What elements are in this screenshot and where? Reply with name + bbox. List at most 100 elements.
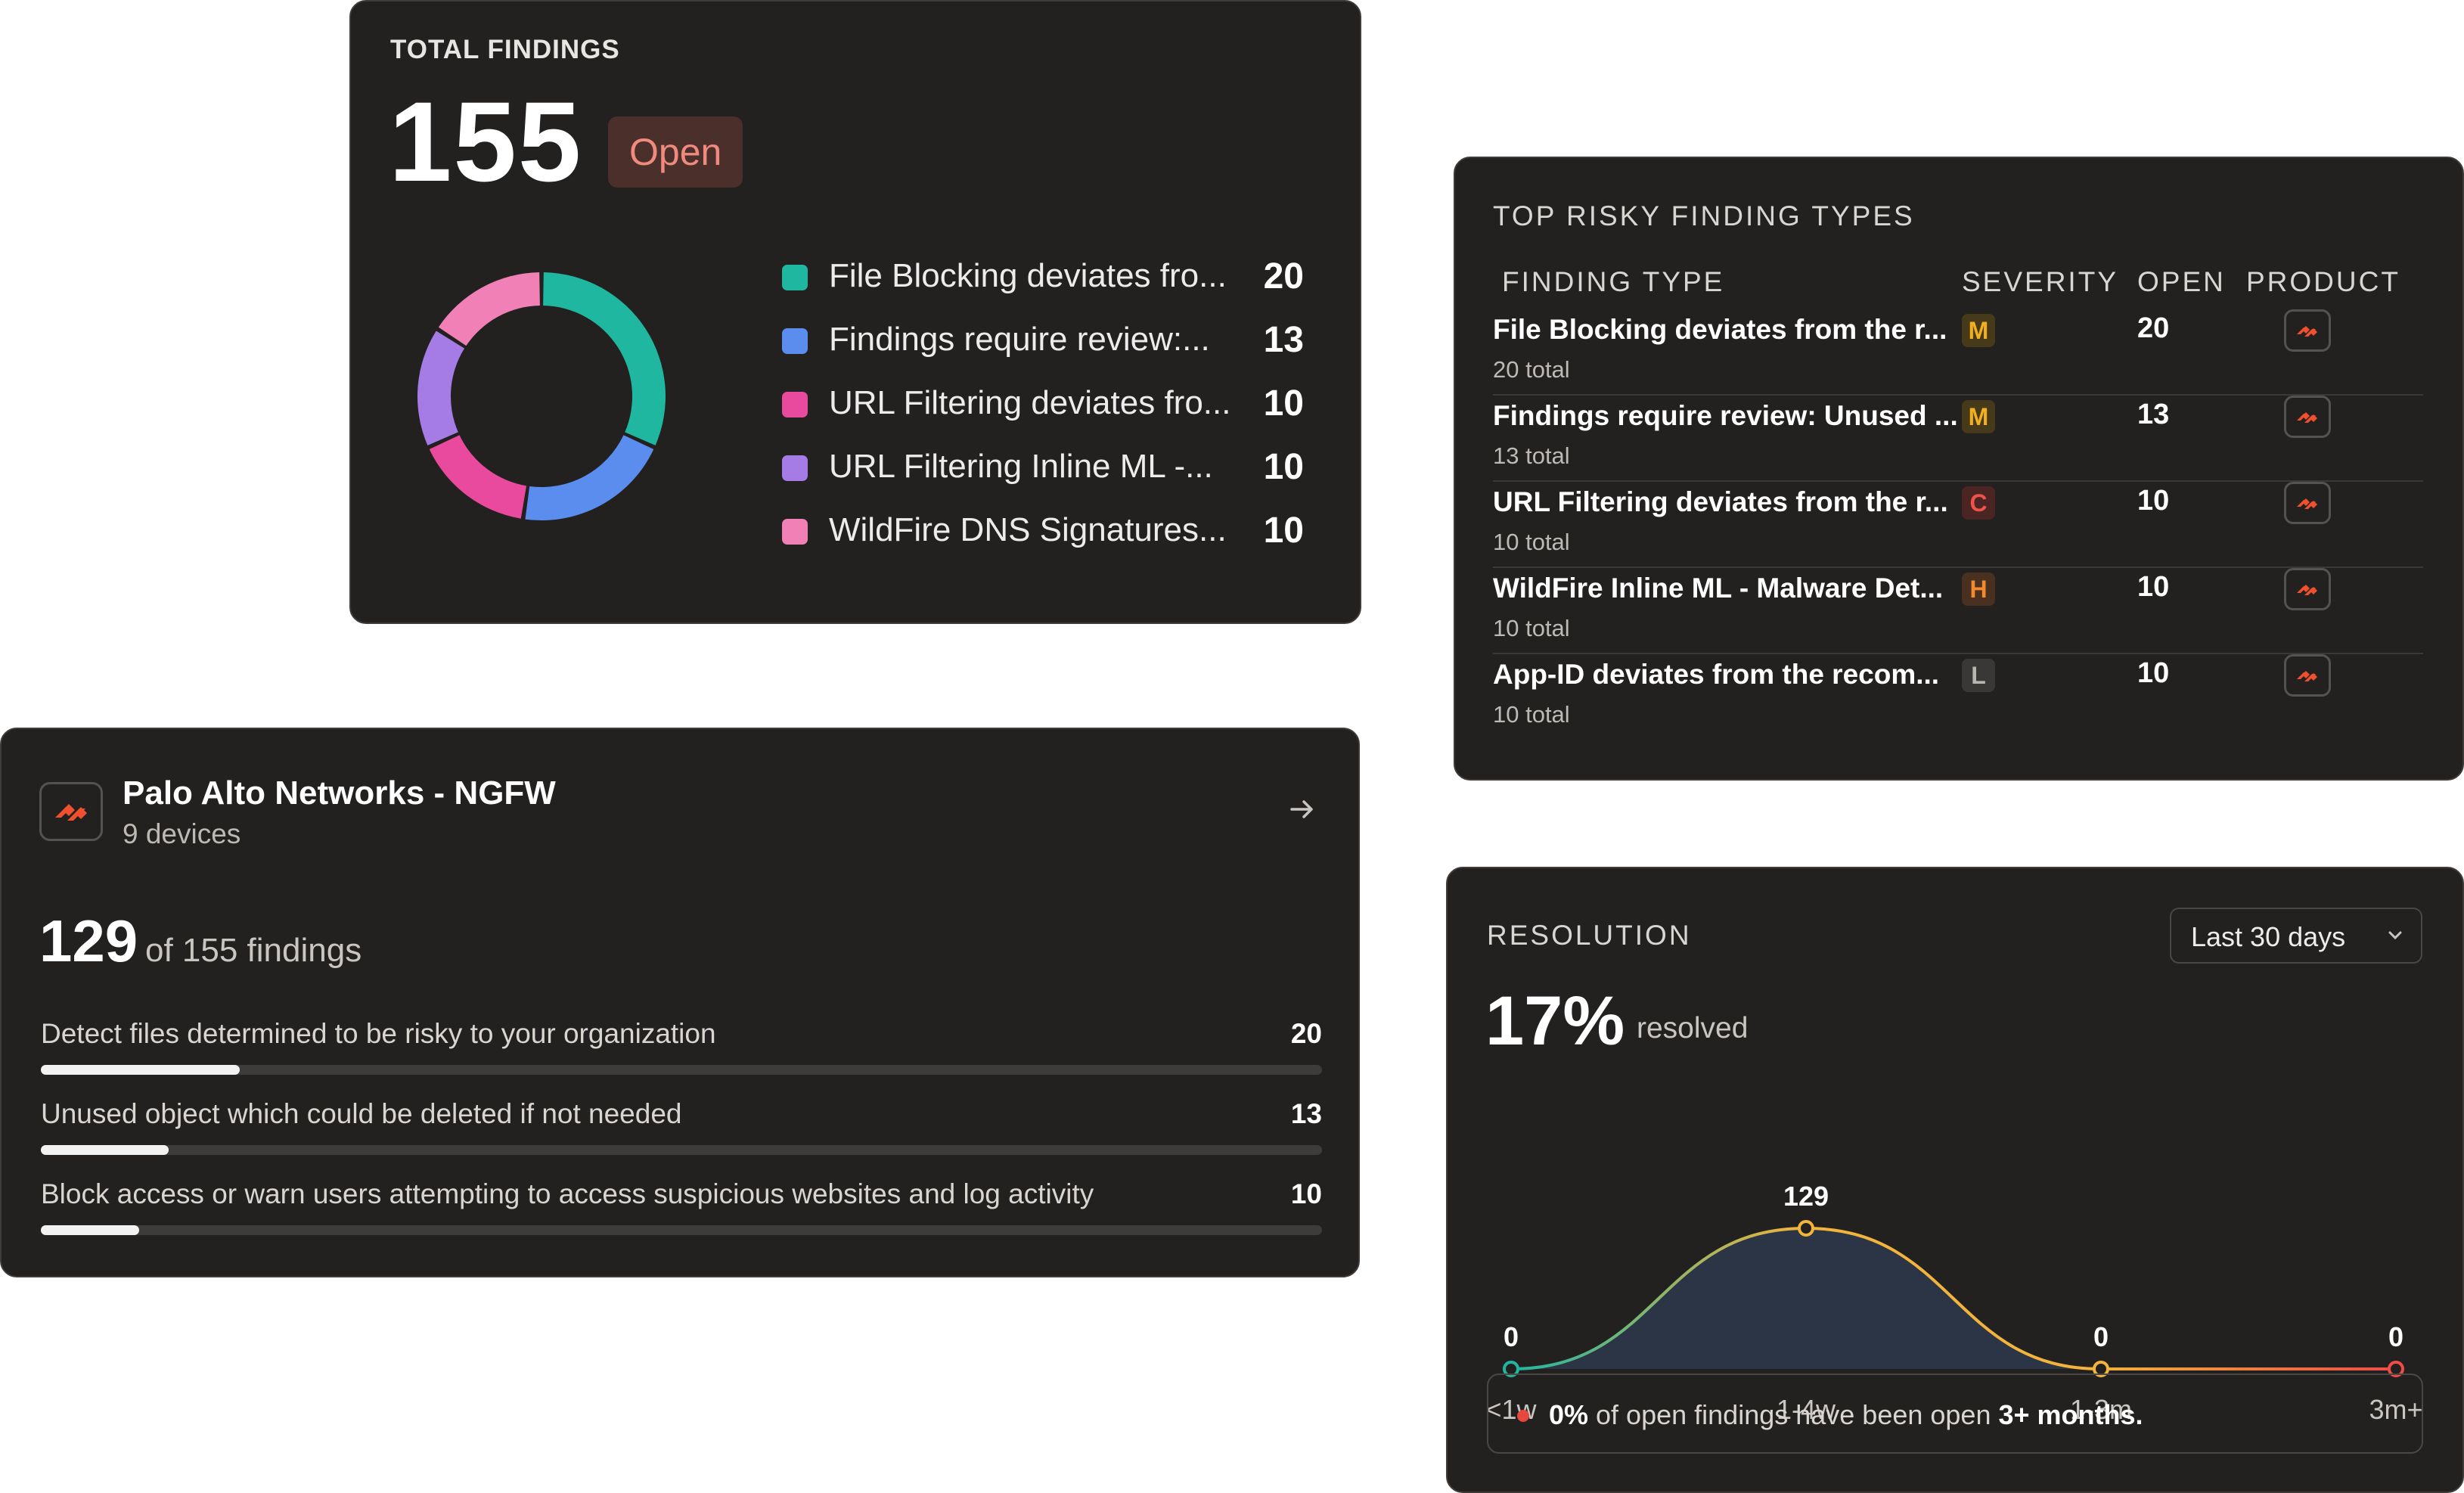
data-point-3[interactable] [2388, 1361, 2404, 1377]
legend-label: URL Filtering Inline ML -... [829, 448, 1213, 485]
top-risky-title: TOP RISKY FINDING TYPES [1493, 200, 1915, 231]
resolution-area-chart: 0 <1w 129 1-4w 0 1-3m 0 3m+ [1485, 1181, 2422, 1425]
note-duration: 3+ months. [1998, 1399, 2143, 1430]
donut-slice-0[interactable] [543, 272, 666, 445]
device-count: 9 devices [123, 818, 241, 849]
table-row[interactable]: WildFire Inline ML - Malware Det... 10 to… [1493, 566, 2423, 654]
legend-label: Findings require review:... [829, 321, 1210, 358]
finding-description: Unused object which could be deleted if … [41, 1098, 682, 1129]
open-count: 10 [2137, 657, 2170, 689]
time-range-value: Last 30 days [2191, 921, 2346, 952]
table-row[interactable]: Findings require review: Unused ... 13 to… [1493, 394, 2423, 482]
finding-count: 10 [1290, 1178, 1322, 1209]
product-logo-icon[interactable] [2284, 654, 2331, 697]
legend-item: Findings require review:... 13 [782, 315, 1304, 360]
progress-track [41, 1065, 1322, 1075]
total-findings-card: TOTAL FINDINGS 155 Open File Blocking de… [349, 0, 1361, 624]
x-tick-1: 1-4w [1777, 1394, 1836, 1425]
product-logo-icon[interactable] [2284, 482, 2331, 524]
product-logo-icon[interactable] [2284, 396, 2331, 438]
x-tick-3: 3m+ [2369, 1394, 2422, 1425]
data-label-2: 0 [2093, 1321, 2109, 1352]
table-row[interactable]: File Blocking deviates from the r... 20 t… [1493, 308, 2423, 396]
palo-alto-logo [39, 782, 103, 841]
donut-slice-4[interactable] [438, 272, 540, 346]
table-row[interactable]: App-ID deviates from the recom... 10 tota… [1493, 653, 2423, 739]
table-row[interactable]: URL Filtering deviates from the r... 10 t… [1493, 480, 2423, 568]
donut-slice-1[interactable] [525, 435, 654, 520]
legend-value: 10 [1263, 511, 1304, 551]
data-point-2[interactable] [2093, 1361, 2109, 1377]
x-tick-2: 1-3m [2070, 1394, 2132, 1425]
finding-description: Detect files determined to be risky to y… [41, 1018, 716, 1049]
progress-fill [41, 1225, 140, 1235]
progress-track [41, 1145, 1322, 1155]
donut-slice-3[interactable] [417, 331, 465, 445]
product-logo-icon[interactable] [2284, 309, 2331, 352]
findings-donut-chart [417, 272, 666, 520]
status-badge: Open [608, 116, 743, 188]
area-line [1510, 1226, 2396, 1370]
note-middle: of open findings have been open [1588, 1399, 1999, 1430]
legend-value: 10 [1263, 383, 1304, 424]
severity-badge: C [1962, 486, 1995, 520]
product-card[interactable]: Palo Alto Networks - NGFW 9 devices 129 … [0, 728, 1360, 1277]
progress-fill [41, 1145, 169, 1155]
finding-bar-row[interactable]: Block access or warn users attempting to… [41, 1178, 1322, 1246]
severity-badge: H [1962, 573, 1995, 606]
legend-label: File Blocking deviates fro... [829, 257, 1227, 294]
finding-type-name: WildFire Inline ML - Malware Det... [1493, 573, 1944, 604]
progress-fill [41, 1065, 240, 1075]
finding-bar-row[interactable]: Detect files determined to be risky to y… [41, 1018, 1322, 1086]
legend-swatch [782, 328, 808, 354]
severity-badge: M [1962, 400, 1995, 433]
open-count: 20 [2137, 312, 2170, 344]
finding-type-name: File Blocking deviates from the r... [1493, 314, 1947, 345]
product-logo-icon[interactable] [2284, 568, 2331, 610]
finding-total: 13 total [1493, 442, 1570, 469]
top-risky-card: TOP RISKY FINDING TYPES FINDING TYPE SEV… [1454, 157, 2464, 781]
header-finding-type: FINDING TYPE [1502, 266, 1725, 297]
data-point-1[interactable] [1798, 1220, 1814, 1237]
legend-item: File Blocking deviates fro... 20 [782, 251, 1304, 296]
finding-total: 10 total [1493, 701, 1570, 728]
resolution-title: RESOLUTION [1487, 920, 1692, 951]
severity-badge: L [1962, 659, 1995, 692]
total-findings-count: 155 [389, 78, 583, 205]
donut-slice-2[interactable] [429, 435, 527, 519]
legend-item: WildFire DNS Signatures... 10 [782, 505, 1304, 551]
data-label-3: 0 [2388, 1321, 2403, 1352]
open-count: 10 [2137, 571, 2170, 603]
finding-type-name: Findings require review: Unused ... [1493, 400, 1958, 431]
finding-bar-row[interactable]: Unused object which could be deleted if … [41, 1098, 1322, 1166]
finding-type-name: URL Filtering deviates from the r... [1493, 486, 1948, 517]
arrow-right-icon[interactable] [1286, 793, 1319, 826]
total-findings-title: TOTAL FINDINGS [390, 35, 620, 64]
finding-total: 10 total [1493, 529, 1570, 555]
header-product: PRODUCT [2246, 266, 2400, 297]
legend-swatch [782, 265, 808, 290]
product-finding-total: of 155 findings [145, 932, 362, 969]
legend-value: 13 [1263, 320, 1304, 360]
legend-swatch [782, 519, 808, 545]
note-text: 0% of open findings have been open 3+ mo… [1549, 1399, 2143, 1431]
severity-badge: M [1962, 314, 1995, 347]
header-open: OPEN [2137, 266, 2226, 297]
resolution-card: RESOLUTION Last 30 days 17% resolved 0 <1… [1446, 867, 2464, 1493]
resolved-label: resolved [1637, 1012, 1749, 1044]
header-severity: SEVERITY [1962, 266, 2118, 297]
open-count: 10 [2137, 485, 2170, 517]
finding-type-name: App-ID deviates from the recom... [1493, 659, 1940, 690]
x-tick-0: <1w [1485, 1394, 1537, 1425]
finding-total: 10 total [1493, 615, 1570, 641]
data-point-0[interactable] [1503, 1361, 1519, 1377]
data-label-1: 129 [1783, 1181, 1829, 1212]
legend-value: 20 [1263, 256, 1304, 296]
resolution-note: 0% of open findings have been open 3+ mo… [1487, 1373, 2423, 1454]
time-range-dropdown[interactable]: Last 30 days [2170, 908, 2422, 964]
finding-count: 20 [1290, 1018, 1322, 1049]
progress-track [41, 1225, 1322, 1235]
open-count: 13 [2137, 399, 2170, 430]
resolved-percent: 17% [1485, 982, 1625, 1060]
legend-label: URL Filtering deviates fro... [829, 384, 1231, 421]
